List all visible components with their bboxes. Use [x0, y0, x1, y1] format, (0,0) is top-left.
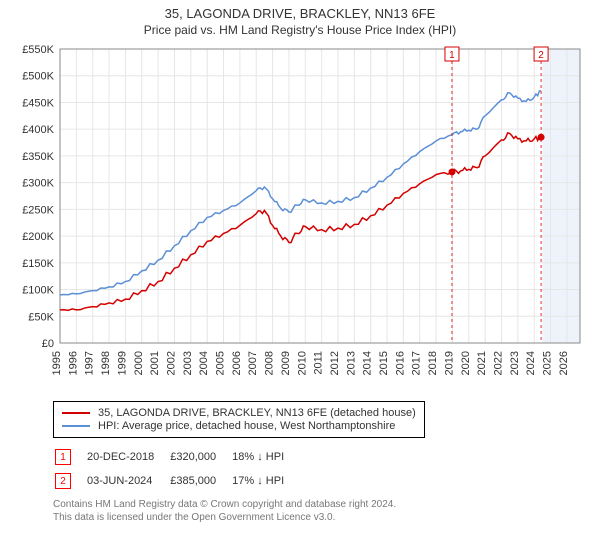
price-chart: £0 £50K £100K £150K £200K £250K £300K £350K £400… — [8, 43, 592, 393]
svg-text:2019: 2019 — [443, 351, 455, 375]
svg-text:2007: 2007 — [247, 351, 259, 375]
svg-text:2009: 2009 — [280, 351, 292, 375]
svg-text:2005: 2005 — [215, 351, 227, 375]
svg-text:2017: 2017 — [411, 351, 423, 375]
svg-text:2025: 2025 — [542, 351, 554, 375]
svg-text:1996: 1996 — [67, 351, 79, 375]
svg-text:£550K: £550K — [22, 44, 54, 56]
svg-text:2013: 2013 — [345, 351, 357, 375]
svg-text:2014: 2014 — [362, 351, 374, 375]
transaction-date: 03-JUN-2024 — [87, 470, 168, 492]
svg-text:2003: 2003 — [182, 351, 194, 375]
legend-label: HPI: Average price, detached house, West… — [98, 420, 395, 432]
legend-swatch — [62, 425, 90, 427]
svg-text:2006: 2006 — [231, 351, 243, 375]
footer-attribution: Contains HM Land Registry data © Crown c… — [53, 498, 592, 524]
svg-text:£100K: £100K — [22, 285, 54, 297]
footer-line: This data is licensed under the Open Gov… — [53, 511, 592, 524]
legend: 35, LAGONDA DRIVE, BRACKLEY, NN13 6FE (d… — [53, 401, 425, 438]
transaction-price: £320,000 — [170, 446, 230, 468]
svg-text:£200K: £200K — [22, 231, 54, 243]
svg-text:2015: 2015 — [378, 351, 390, 375]
svg-text:2026: 2026 — [558, 351, 570, 375]
legend-label: 35, LAGONDA DRIVE, BRACKLEY, NN13 6FE (d… — [98, 407, 416, 419]
svg-text:2002: 2002 — [165, 351, 177, 375]
svg-text:2001: 2001 — [149, 351, 161, 375]
svg-text:2000: 2000 — [133, 351, 145, 375]
svg-text:£450K: £450K — [22, 97, 54, 109]
svg-text:2023: 2023 — [509, 351, 521, 375]
svg-text:2010: 2010 — [296, 351, 308, 375]
transaction-delta: 17% ↓ HPI — [232, 470, 298, 492]
legend-swatch — [62, 412, 90, 414]
footer-line: Contains HM Land Registry data © Crown c… — [53, 498, 592, 511]
svg-text:£300K: £300K — [22, 178, 54, 190]
transaction-delta: 18% ↓ HPI — [232, 446, 298, 468]
table-row: 1 20-DEC-2018£320,00018% ↓ HPI — [55, 446, 298, 468]
marker-badge: 1 — [55, 449, 71, 465]
page-subtitle: Price paid vs. HM Land Registry's House … — [8, 23, 592, 37]
transaction-table: 1 20-DEC-2018£320,00018% ↓ HPI 2 03-JUN-202… — [53, 444, 300, 494]
svg-text:2020: 2020 — [460, 351, 472, 375]
svg-text:2: 2 — [538, 50, 544, 61]
svg-text:£400K: £400K — [22, 124, 54, 136]
svg-text:£500K: £500K — [22, 71, 54, 83]
transaction-price: £385,000 — [170, 470, 230, 492]
table-row: 2 03-JUN-2024£385,00017% ↓ HPI — [55, 470, 298, 492]
svg-text:£150K: £150K — [22, 258, 54, 270]
svg-text:£350K: £350K — [22, 151, 54, 163]
svg-text:2008: 2008 — [264, 351, 276, 375]
svg-text:2022: 2022 — [493, 351, 505, 375]
svg-text:£50K: £50K — [28, 311, 54, 323]
svg-text:1: 1 — [449, 50, 455, 61]
svg-text:£0: £0 — [42, 338, 54, 350]
svg-text:1995: 1995 — [51, 351, 63, 375]
legend-row: 35, LAGONDA DRIVE, BRACKLEY, NN13 6FE (d… — [62, 407, 416, 419]
svg-text:2021: 2021 — [476, 351, 488, 375]
svg-text:1997: 1997 — [84, 351, 96, 375]
transaction-date: 20-DEC-2018 — [87, 446, 168, 468]
svg-text:1998: 1998 — [100, 351, 112, 375]
svg-text:£250K: £250K — [22, 204, 54, 216]
marker-badge: 2 — [55, 473, 71, 489]
page-title: 35, LAGONDA DRIVE, BRACKLEY, NN13 6FE — [8, 6, 592, 21]
svg-text:2018: 2018 — [427, 351, 439, 375]
svg-text:2004: 2004 — [198, 351, 210, 375]
svg-text:2012: 2012 — [329, 351, 341, 375]
svg-text:2016: 2016 — [394, 351, 406, 375]
svg-text:2024: 2024 — [525, 351, 537, 375]
legend-row: HPI: Average price, detached house, West… — [62, 420, 416, 432]
svg-text:1999: 1999 — [116, 351, 128, 375]
svg-text:2011: 2011 — [313, 351, 325, 375]
